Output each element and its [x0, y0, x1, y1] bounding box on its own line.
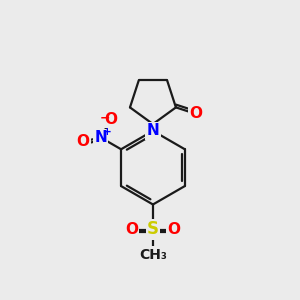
Text: CH₃: CH₃	[139, 248, 167, 262]
Text: O: O	[76, 134, 89, 149]
Text: N: N	[94, 130, 107, 145]
Text: O: O	[104, 112, 118, 127]
Text: O: O	[125, 222, 138, 237]
Text: O: O	[168, 222, 181, 237]
Text: +: +	[103, 127, 112, 136]
Text: S: S	[147, 220, 159, 238]
Text: N: N	[147, 123, 159, 138]
Text: −: −	[99, 112, 110, 125]
Text: O: O	[190, 106, 202, 122]
